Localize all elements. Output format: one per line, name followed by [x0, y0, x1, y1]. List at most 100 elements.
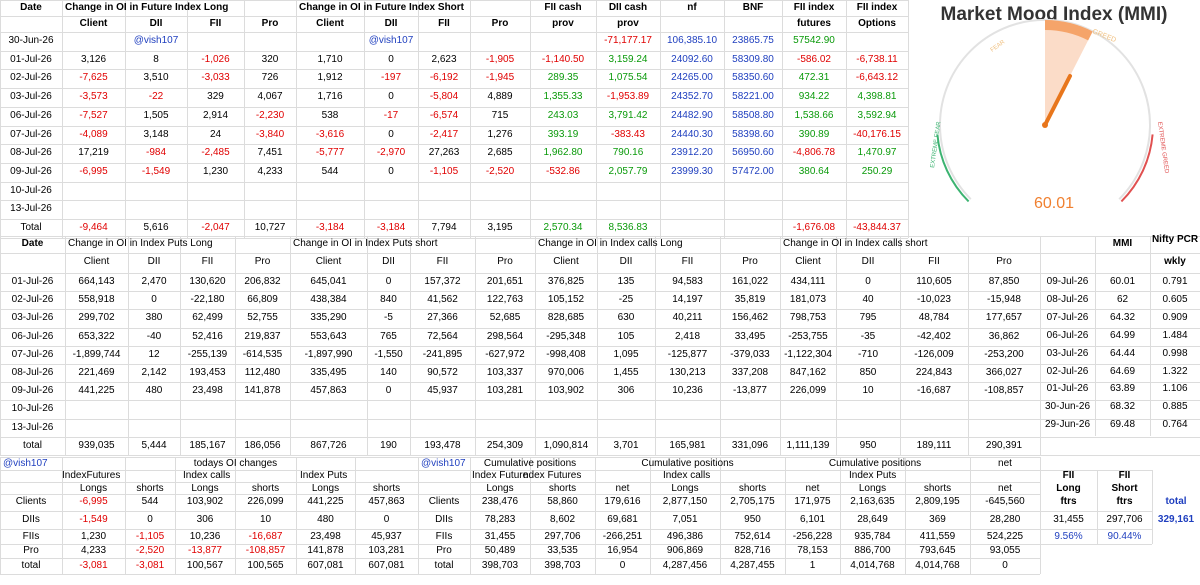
cell: 130,213 — [669, 367, 706, 378]
cell: -5 — [384, 312, 393, 324]
cell: 01-Jul-26 — [10, 53, 52, 65]
header-cell: wkly — [1164, 256, 1186, 267]
cell: 52,755 — [247, 312, 278, 324]
cell: 186,056 — [244, 439, 281, 451]
cell: 33,495 — [734, 330, 766, 342]
cell: 09-Jul-26 — [11, 385, 54, 397]
cell: -6,192 — [429, 72, 459, 84]
cell: 10-Jul-26 — [11, 403, 54, 415]
cell: 0 — [865, 276, 871, 287]
cell: 886,700 — [854, 545, 891, 556]
cell: 13-Jul-26 — [11, 421, 54, 433]
cell: -645,560 — [985, 496, 1025, 507]
header-cell: shorts — [923, 483, 952, 494]
cell: -5,777 — [315, 147, 345, 159]
cell: 03-Jul-26 — [1046, 347, 1089, 359]
section-title: Cumulative positions — [641, 458, 734, 469]
cell: -2,417 — [429, 128, 459, 140]
cell: 140 — [380, 367, 397, 378]
cell: 715 — [491, 109, 509, 121]
cell: -266,251 — [602, 531, 643, 542]
grid-line — [1040, 457, 1041, 574]
cell: 0 — [619, 560, 626, 571]
cell: 62,499 — [192, 312, 223, 324]
cell: Pro — [436, 545, 452, 556]
grid-line — [125, 0, 126, 238]
grid-line — [0, 494, 1040, 495]
cell: 4,014,768 — [915, 560, 960, 571]
cell: 630 — [617, 312, 635, 324]
cell: 558,918 — [78, 294, 115, 306]
cell: 366,027 — [985, 367, 1023, 378]
cell: -3,616 — [315, 128, 345, 140]
cell: 36,862 — [988, 330, 1020, 342]
cell: 2,623 — [431, 53, 457, 65]
cell: -3,184 — [315, 222, 345, 233]
header-cell: DII cash — [608, 2, 648, 13]
cell: -125,877 — [667, 348, 708, 360]
cell: 181,073 — [789, 294, 827, 306]
cell: 45,937 — [371, 531, 402, 542]
grid-line — [475, 236, 476, 455]
grid-line — [1040, 470, 1152, 471]
cell: 2,809,195 — [915, 496, 960, 507]
cell: 2,163,635 — [850, 496, 895, 507]
grid-line — [296, 0, 297, 238]
grid-line — [290, 236, 291, 455]
grid-line — [655, 236, 656, 455]
header-cell: FII index — [793, 2, 835, 13]
cell: -3,033 — [201, 72, 230, 84]
cell: 100,565 — [247, 560, 284, 571]
cell: 4,233 — [257, 165, 283, 177]
gauge-band — [1044, 20, 1093, 41]
cell: 41,562 — [427, 294, 458, 306]
cell: -1,905 — [485, 53, 515, 65]
cell: 141,878 — [244, 385, 281, 397]
cell: -1,105 — [135, 531, 165, 542]
cell: -17 — [383, 109, 399, 121]
cell: 8 — [153, 53, 159, 65]
cell: 33,535 — [547, 545, 578, 556]
cell: 72,564 — [427, 330, 458, 342]
gauge-needle — [1043, 74, 1072, 127]
cell: 08-Jul-26 — [11, 367, 54, 378]
cell: 219,837 — [244, 330, 281, 342]
cell: 08-Jul-26 — [1046, 293, 1089, 305]
header-cell: Pro — [742, 256, 758, 267]
cell: 23912.20 — [671, 147, 713, 159]
grid-line — [235, 236, 236, 455]
cell: 165,981 — [669, 439, 706, 451]
header-cell: Pro — [254, 256, 271, 267]
cell: 90,572 — [427, 367, 458, 378]
cell: 7,051 — [672, 514, 698, 525]
cell: 171,975 — [794, 496, 831, 507]
cell: -6,995 — [79, 165, 108, 177]
header-cell: FII index — [856, 2, 898, 13]
grid-line — [0, 125, 908, 127]
grid-line — [0, 470, 1040, 471]
cell: 441,225 — [307, 496, 344, 507]
cell: 221,469 — [78, 367, 115, 378]
cell: FIIs — [435, 531, 453, 542]
grid-line — [1150, 236, 1151, 436]
cell: 299,702 — [78, 312, 115, 324]
grid-line — [187, 0, 188, 238]
cell: 2,877,150 — [662, 496, 708, 507]
cell: 335,495 — [310, 367, 347, 378]
cell: -1,899,744 — [72, 348, 121, 360]
cell: -16,687 — [248, 531, 283, 542]
grid-line — [650, 457, 651, 574]
header-cell: Client — [83, 256, 110, 267]
header-cell: net — [998, 483, 1012, 494]
cell: 2,914 — [202, 109, 229, 121]
cell: 939,035 — [78, 439, 115, 451]
header-cell: shorts — [136, 483, 164, 494]
cell: -6,574 — [429, 109, 459, 121]
cell: 1,075.54 — [608, 72, 648, 84]
grid-line — [470, 0, 471, 238]
header-cell: FII — [1062, 470, 1075, 481]
header-cell: Pro — [497, 256, 513, 267]
header-cell: Client — [795, 256, 821, 267]
grid-line — [0, 382, 1200, 384]
cell: 3,791.42 — [608, 109, 648, 121]
